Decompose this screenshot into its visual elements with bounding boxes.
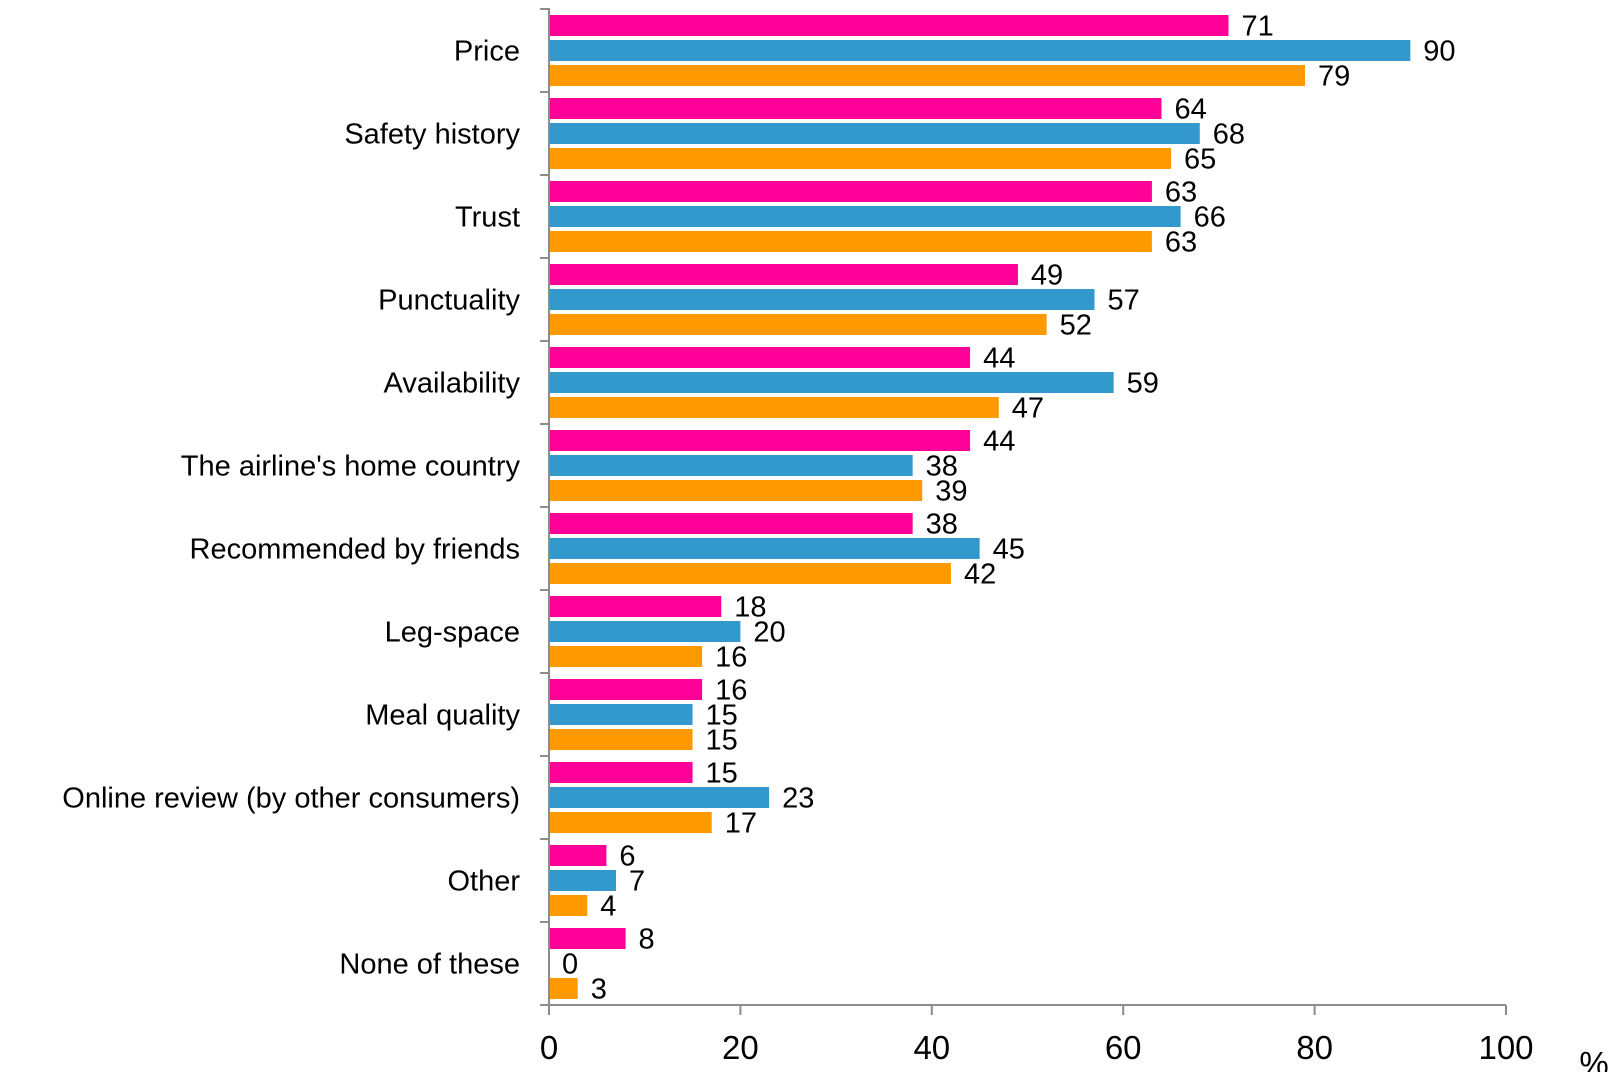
value-label-the-airline-s-home-country-s3: 39 [935, 476, 967, 508]
value-label-other-s2: 7 [629, 866, 645, 898]
value-label-the-airline-s-home-country-s2: 38 [926, 451, 958, 483]
x-tick-label-20: 20 [722, 1029, 759, 1066]
bar-punctuality-s2 [549, 289, 1095, 310]
value-label-the-airline-s-home-country-s1: 44 [983, 426, 1015, 458]
bar-meal-quality-s3 [549, 729, 693, 750]
bar-price-s3 [549, 65, 1306, 86]
category-label-trust: Trust [455, 202, 520, 234]
category-label-the-airline-s-home-country: The airline's home country [181, 451, 521, 483]
category-labels-group: Price Safety history Trust Punctuality Avail… [62, 36, 520, 981]
value-label-leg-space-s1: 18 [734, 592, 766, 624]
bar-punctuality-s3 [549, 314, 1047, 335]
bar-none-of-these-s1 [549, 928, 626, 949]
value-label-meal-quality-s1: 16 [715, 675, 747, 707]
bar-trust-s3 [549, 231, 1152, 252]
bar-other-s2 [549, 870, 616, 891]
value-label-trust-s2: 66 [1194, 202, 1226, 234]
value-label-meal-quality-s3: 15 [706, 725, 738, 757]
category-label-leg-space: Leg-space [385, 617, 520, 649]
value-label-safety-history-s3: 65 [1184, 144, 1216, 176]
value-label-online-review-by-other-consumers-s2: 23 [782, 783, 814, 815]
value-label-recommended-by-friends-s2: 45 [993, 534, 1025, 566]
value-label-other-s1: 6 [619, 841, 635, 873]
value-label-none-of-these-s2: 0 [562, 949, 578, 981]
value-label-safety-history-s1: 64 [1174, 94, 1206, 126]
bar-leg-space-s2 [549, 621, 741, 642]
category-label-safety-history: Safety history [344, 119, 520, 151]
bar-the-airline-s-home-country-s2 [549, 455, 913, 476]
category-label-other: Other [447, 866, 520, 898]
bar-online-review-by-other-consumers-s2 [549, 787, 770, 808]
bar-meal-quality-s2 [549, 704, 693, 725]
category-label-price: Price [454, 36, 520, 68]
bar-online-review-by-other-consumers-s3 [549, 812, 712, 833]
value-label-meal-quality-s2: 15 [706, 700, 738, 732]
x-tick-label-60: 60 [1105, 1029, 1142, 1066]
value-label-trust-s1: 63 [1165, 177, 1197, 209]
bar-price-s1 [549, 15, 1229, 36]
value-label-price-s3: 79 [1318, 61, 1350, 93]
value-label-recommended-by-friends-s3: 42 [964, 559, 996, 591]
value-label-punctuality-s2: 57 [1107, 285, 1139, 317]
bar-recommended-by-friends-s3 [549, 563, 951, 584]
value-label-safety-history-s2: 68 [1213, 119, 1245, 151]
bar-price-s2 [549, 40, 1411, 61]
category-label-recommended-by-friends: Recommended by friends [190, 534, 520, 566]
bar-safety-history-s1 [549, 98, 1162, 119]
bar-the-airline-s-home-country-s3 [549, 480, 923, 501]
bar-none-of-these-s3 [549, 978, 578, 999]
bar-punctuality-s1 [549, 264, 1018, 285]
value-label-none-of-these-s1: 8 [639, 924, 655, 956]
value-label-leg-space-s3: 16 [715, 642, 747, 674]
category-label-online-review-by-other-consumers: Online review (by other consumers) [62, 783, 520, 815]
value-label-online-review-by-other-consumers-s1: 15 [706, 758, 738, 790]
x-tick-label-0: 0 [540, 1029, 558, 1066]
value-label-price-s2: 90 [1423, 36, 1455, 68]
bar-availability-s3 [549, 397, 999, 418]
bar-meal-quality-s1 [549, 679, 703, 700]
value-labels-group: 7190796468656366634957524459474438393845… [562, 11, 1456, 1006]
x-tick-label-80: 80 [1296, 1029, 1333, 1066]
category-label-punctuality: Punctuality [378, 285, 520, 317]
bar-recommended-by-friends-s2 [549, 538, 980, 559]
value-label-availability-s3: 47 [1012, 393, 1044, 425]
bar-other-s1 [549, 845, 607, 866]
axes-group: 0 20 40 60 80 100 [540, 8, 1534, 1066]
value-label-availability-s2: 59 [1127, 368, 1159, 400]
bar-trust-s2 [549, 206, 1181, 227]
value-label-availability-s1: 44 [983, 343, 1015, 375]
value-label-trust-s3: 63 [1165, 227, 1197, 259]
category-label-none-of-these: None of these [339, 949, 520, 981]
value-label-punctuality-s3: 52 [1060, 310, 1092, 342]
value-label-other-s3: 4 [600, 891, 616, 923]
value-label-leg-space-s2: 20 [753, 617, 785, 649]
value-label-recommended-by-friends-s1: 38 [926, 509, 958, 541]
bar-availability-s1 [549, 347, 971, 368]
x-tick-label-100: 100 [1478, 1029, 1533, 1066]
value-label-price-s1: 71 [1241, 11, 1273, 43]
bar-safety-history-s3 [549, 148, 1172, 169]
bar-other-s3 [549, 895, 588, 916]
value-label-none-of-these-s3: 3 [591, 974, 607, 1006]
x-tick-label-40: 40 [913, 1029, 950, 1066]
value-label-punctuality-s1: 49 [1031, 260, 1063, 292]
bar-the-airline-s-home-country-s1 [549, 430, 971, 451]
bar-leg-space-s3 [549, 646, 703, 667]
bars-group [549, 15, 1411, 999]
value-label-online-review-by-other-consumers-s3: 17 [725, 808, 757, 840]
x-axis-unit-label: % [1579, 1045, 1608, 1072]
category-label-meal-quality: Meal quality [365, 700, 520, 732]
category-label-availability: Availability [384, 368, 521, 400]
bar-safety-history-s2 [549, 123, 1200, 144]
bar-availability-s2 [549, 372, 1114, 393]
bar-leg-space-s1 [549, 596, 722, 617]
bar-recommended-by-friends-s1 [549, 513, 913, 534]
bar-trust-s1 [549, 181, 1152, 202]
bar-online-review-by-other-consumers-s1 [549, 762, 693, 783]
